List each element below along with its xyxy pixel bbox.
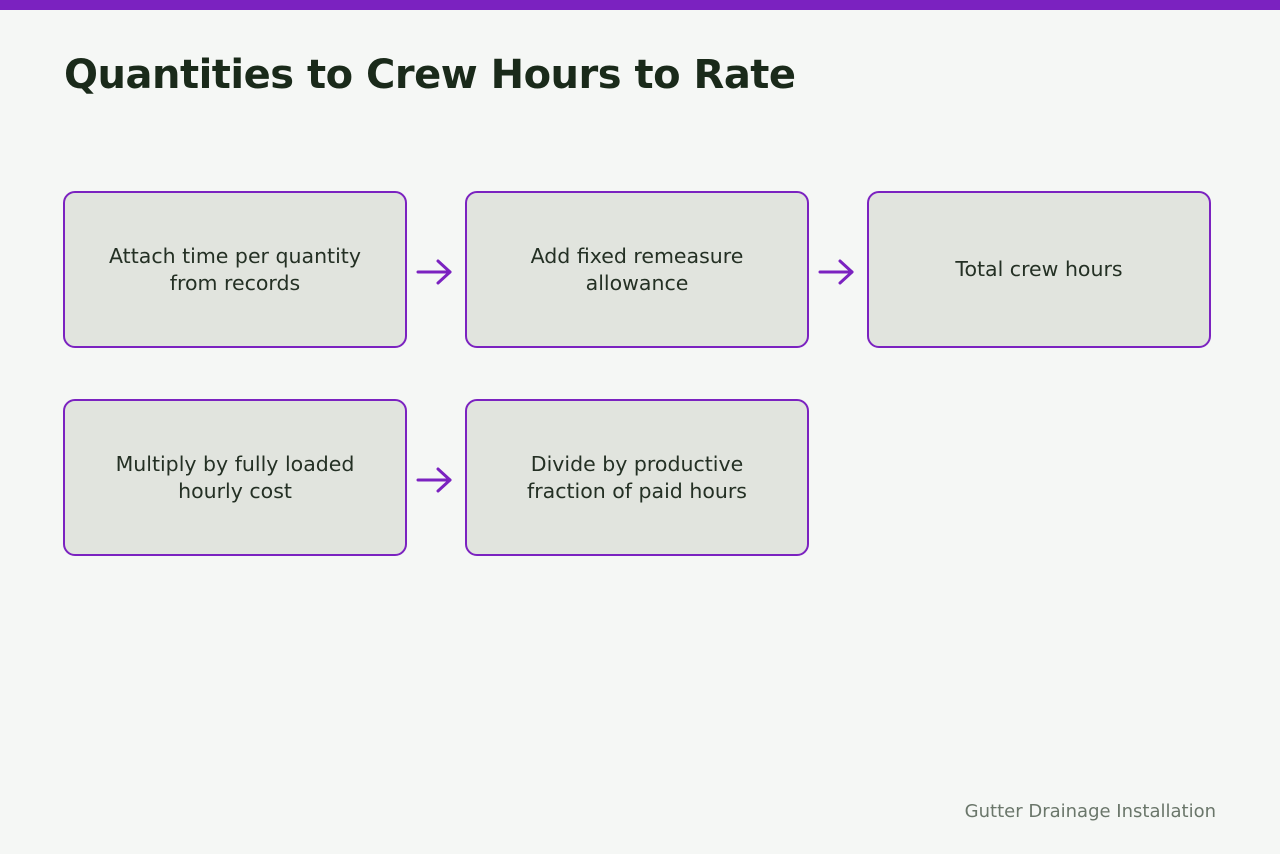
page-title: Quantities to Crew Hours to Rate bbox=[64, 52, 796, 98]
step-label-5: Divide by productive fraction of paid ho… bbox=[527, 451, 747, 503]
step-label-4: Multiply by fully loaded hourly cost bbox=[115, 451, 355, 503]
top-accent-bar bbox=[0, 0, 1280, 10]
step-box-3: Total crew hours bbox=[867, 191, 1211, 348]
arrow-right-icon bbox=[416, 467, 452, 493]
step-label-3: Total crew hours bbox=[955, 257, 1123, 281]
step-label-2: Add fixed remeasure allowance bbox=[530, 243, 744, 295]
step-box-4: Multiply by fully loaded hourly cost bbox=[63, 399, 407, 556]
step-box-2: Add fixed remeasure allowance bbox=[465, 191, 809, 348]
step-box-1: Attach time per quantity from records bbox=[63, 191, 407, 348]
step-label-1: Attach time per quantity from records bbox=[109, 243, 361, 295]
footer-caption: Gutter Drainage Installation bbox=[964, 801, 1216, 822]
arrow-right-icon bbox=[818, 259, 854, 285]
step-box-5: Divide by productive fraction of paid ho… bbox=[465, 399, 809, 556]
arrow-right-icon bbox=[416, 259, 452, 285]
